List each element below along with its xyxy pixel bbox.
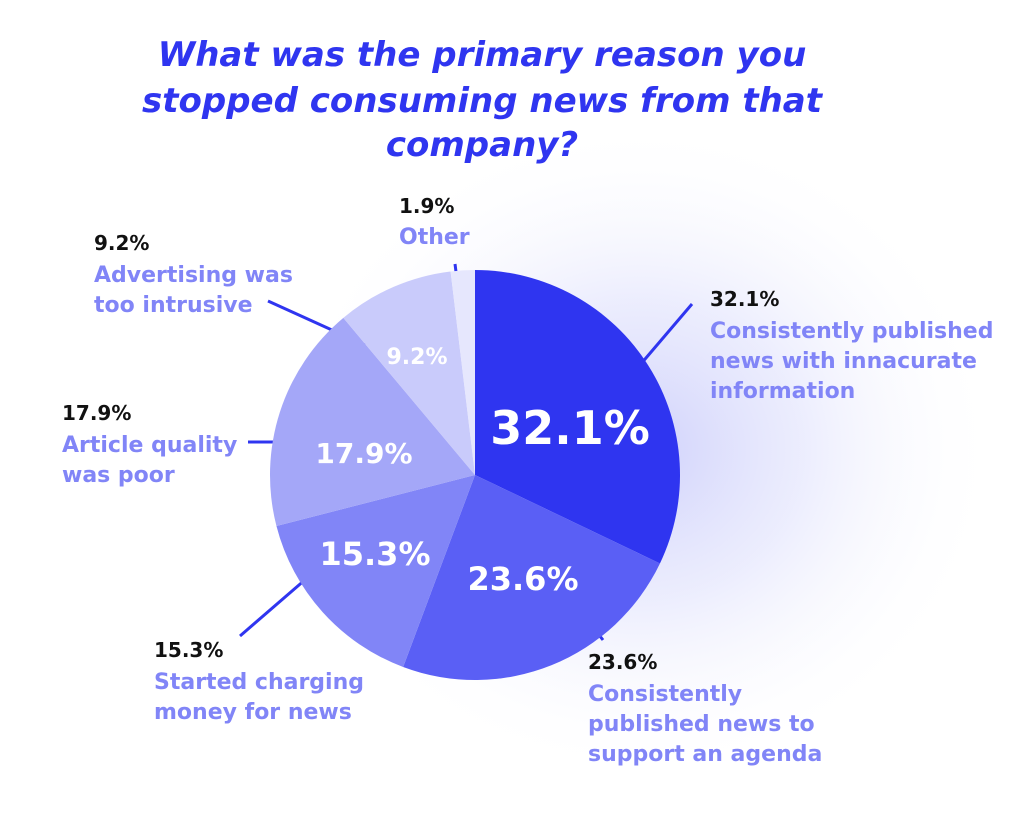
leader-line	[638, 303, 694, 366]
slice-value-label: 23.6%	[467, 560, 578, 598]
chart-title-line: company?	[386, 125, 578, 165]
pie-slice-started-charging-money-for-news	[276, 475, 475, 667]
category-label-line: support an agenda	[588, 742, 822, 767]
category-label-line: Consistently published	[710, 319, 993, 344]
outer-percent: 32.1%	[710, 287, 779, 311]
category-label-line: Advertising was	[94, 263, 293, 288]
chart-title: What was the primary reason you stopped c…	[142, 35, 824, 165]
category-label-line: too intrusive	[94, 293, 253, 318]
category-label-line: published news to	[588, 712, 815, 737]
slice-value-label: 15.3%	[319, 535, 430, 573]
slice-value-label: 9.2%	[386, 345, 447, 370]
outer-percent: 17.9%	[62, 401, 131, 425]
category-label-line: Article quality	[62, 433, 237, 458]
outer-label-started-charging-money-for-news: 15.3% Started charging money for news	[154, 638, 364, 725]
category-label-line: news with innacurate	[710, 349, 977, 374]
category-label-line: money for news	[154, 700, 352, 725]
outer-label-other: 1.9% Other	[399, 194, 470, 250]
outer-percent: 1.9%	[399, 194, 454, 218]
category-label-line: Other	[399, 225, 470, 250]
outer-label-consistently-published-news-with-innacurate-information: 32.1% Consistently published news with inn…	[710, 287, 993, 404]
pie-slice-other	[450, 270, 475, 475]
pie-slice-consistently-published-news-to-support-an-agenda	[403, 475, 660, 680]
category-label-line: Consistently	[588, 682, 742, 707]
category-label-line: information	[710, 379, 855, 404]
pie-slice-advertising-was-too-intrusive	[343, 271, 475, 475]
outer-label-advertising-was-too-intrusive: 9.2% Advertising was too intrusive	[94, 231, 293, 318]
outer-percent: 15.3%	[154, 638, 223, 662]
slice-value-label: 32.1%	[490, 401, 650, 455]
pie-slice-consistently-published-news-with-innacurate-information	[475, 270, 681, 564]
outer-label-consistently-published-news-to-support-an-agenda: 23.6% Consistently published news to suppor…	[588, 650, 822, 767]
outer-label-article-quality-was-poor: 17.9% Article quality was poor	[62, 401, 237, 488]
chart-title-line: stopped consuming news from that	[142, 81, 824, 121]
chart-title-line: What was the primary reason you	[158, 35, 807, 75]
pie-slice-article-quality-was-poor	[270, 317, 475, 526]
category-label-line: Started charging	[154, 670, 364, 695]
outer-percent: 9.2%	[94, 231, 149, 255]
category-label-line: was poor	[62, 463, 175, 488]
outer-percent: 23.6%	[588, 650, 657, 674]
slice-value-label: 17.9%	[315, 437, 412, 470]
